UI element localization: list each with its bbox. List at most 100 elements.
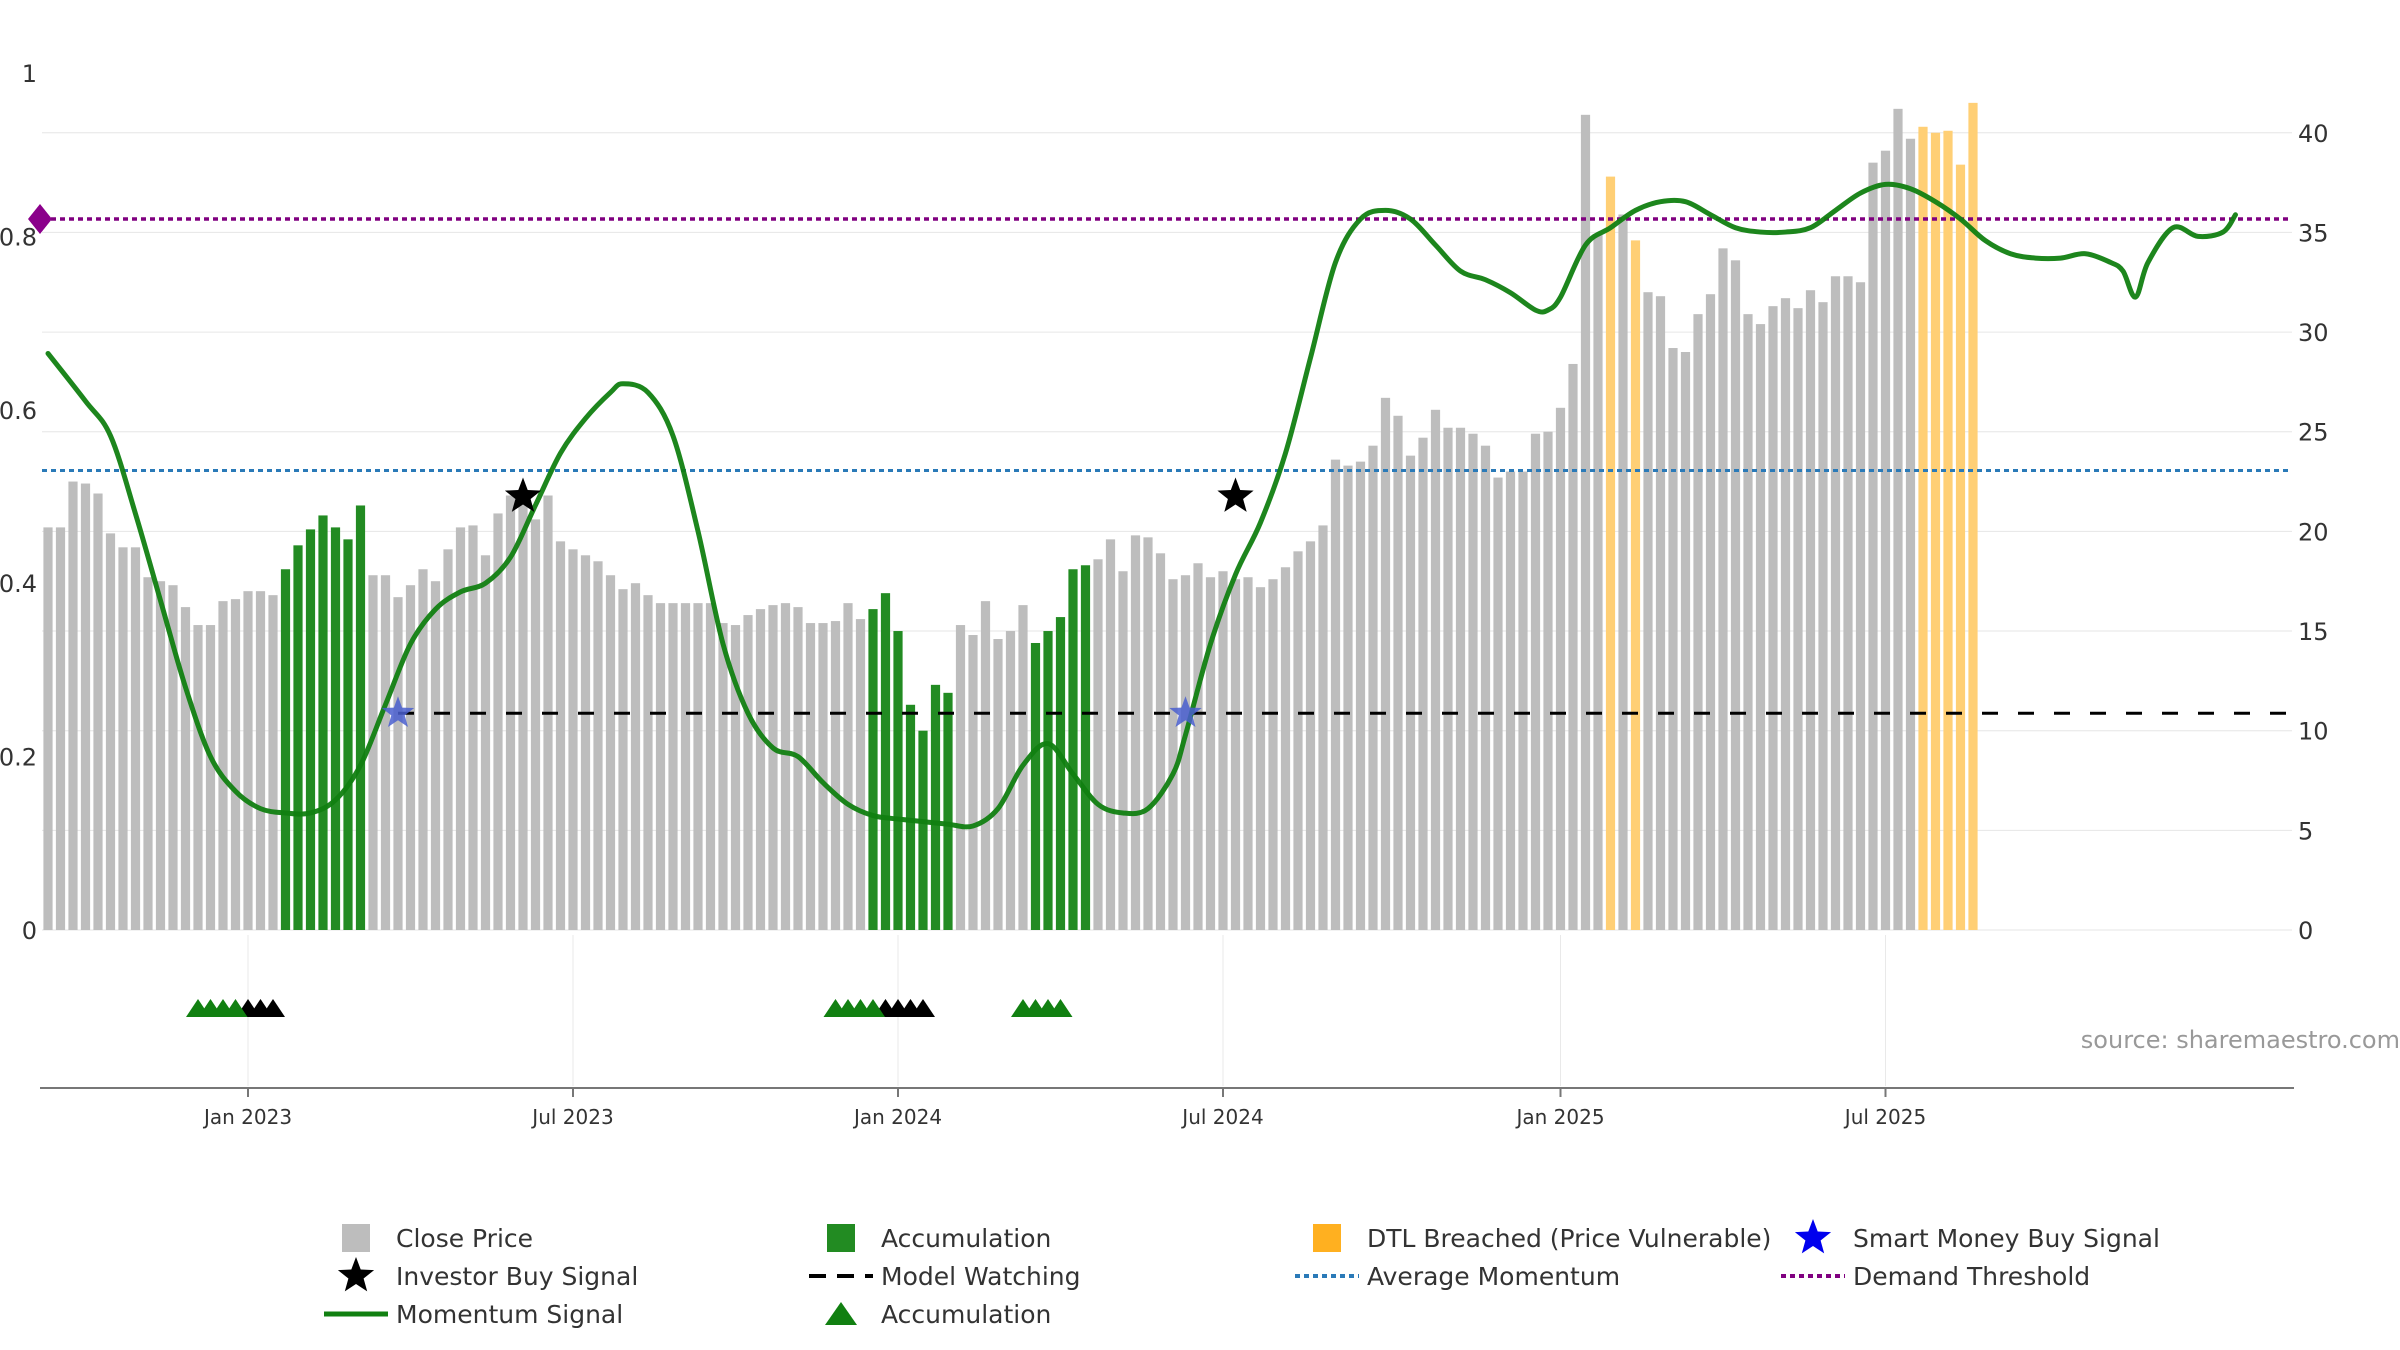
- price-bar: [493, 513, 503, 930]
- price-bar: [668, 603, 678, 930]
- momentum-signal-line: [45, 181, 2238, 830]
- dtl-breached-bar: [1605, 176, 1616, 930]
- price-bar: [380, 575, 391, 930]
- price-bar: [1818, 302, 1828, 930]
- left-axis-tick-label: 0.4: [0, 570, 37, 598]
- price-bar: [1655, 296, 1666, 930]
- right-axis-tick-label: 20: [2298, 518, 2329, 546]
- price-bar: [268, 595, 278, 930]
- legend-label: Accumulation: [881, 1300, 1051, 1329]
- price-bar: [1493, 477, 1503, 930]
- dtl-breached-bar: [1930, 132, 1941, 931]
- legend-label: Demand Threshold: [1853, 1262, 2090, 1291]
- left-axis-tick-label: 0.6: [0, 397, 37, 425]
- x-tick-label: Jul 2024: [1180, 1105, 1263, 1129]
- price-bar: [705, 603, 716, 930]
- dtl-breached-bar: [1955, 164, 1966, 931]
- price-bar: [1543, 431, 1553, 930]
- axes: Jan 2023 Jul 2023 Jan 2024 Jul 2024 Jan 2025…: [0, 60, 2329, 1129]
- price-bar: [1505, 471, 1516, 930]
- accumulation-bar: [943, 692, 953, 930]
- price-bar: [1905, 138, 1916, 931]
- price-bar: [118, 547, 128, 930]
- left-axis-tick-label: 0: [22, 917, 37, 945]
- price-bar: [1268, 579, 1278, 930]
- price-bar: [1693, 314, 1703, 930]
- price-bar: [818, 623, 828, 930]
- accumulation-bar: [343, 539, 353, 930]
- price-bar: [1843, 276, 1853, 930]
- price-bar: [1155, 553, 1166, 930]
- accumulation-triangle-green-icon: [223, 999, 248, 1017]
- price-bar: [793, 607, 803, 930]
- legend-label: Momentum Signal: [396, 1300, 623, 1329]
- price-bar: [1343, 465, 1353, 930]
- price-bar: [1280, 567, 1291, 930]
- legend-label: Investor Buy Signal: [396, 1262, 638, 1291]
- right-axis-tick-label: 40: [2298, 120, 2329, 148]
- price-bar: [1143, 537, 1153, 930]
- price-bar: [1668, 348, 1678, 930]
- x-tick-label: Jul 2025: [1843, 1105, 1926, 1129]
- accumulation-bar: [880, 593, 891, 930]
- investor-buy-star-icon: [1217, 477, 1254, 512]
- price-bar: [1180, 575, 1191, 930]
- price-bar: [518, 501, 528, 930]
- price-bar: [1393, 415, 1403, 930]
- price-bar: [1443, 427, 1453, 930]
- legend-star-icon: [1794, 1219, 1832, 1254]
- right-axis-tick-label: 35: [2298, 219, 2329, 247]
- price-bar: [1293, 551, 1303, 930]
- accumulation-bar: [1043, 631, 1053, 930]
- price-bar: [1418, 437, 1428, 930]
- accumulation-triangle-black-icon: [261, 999, 285, 1017]
- price-bar: [1480, 445, 1491, 930]
- price-bar: [630, 583, 641, 930]
- price-bar: [743, 615, 753, 930]
- price-bar: [255, 591, 266, 930]
- accumulation-triangle-green-icon: [861, 999, 885, 1017]
- price-bar: [968, 635, 978, 930]
- price-bar: [1118, 571, 1128, 930]
- legend-star-icon: [337, 1257, 375, 1292]
- price-bar: [143, 577, 153, 930]
- price-bars: [43, 102, 1978, 931]
- dtl-breached-bar: [1943, 130, 1953, 931]
- price-bar: [1580, 114, 1591, 931]
- price-bar: [1355, 461, 1366, 930]
- price-bar: [1005, 631, 1016, 930]
- price-bar: [1568, 363, 1578, 930]
- accumulation-bar: [905, 704, 916, 930]
- right-axis-tick-label: 10: [2298, 718, 2329, 746]
- price-bar: [80, 483, 91, 930]
- price-bar: [1168, 579, 1178, 930]
- left-axis-tick-label: 0.2: [0, 744, 37, 772]
- accumulation-bar: [305, 529, 316, 930]
- price-bar: [130, 547, 141, 930]
- price-bar: [1780, 298, 1791, 930]
- accumulation-bar: [1055, 617, 1066, 930]
- price-bar: [205, 625, 216, 930]
- price-bar: [1243, 577, 1253, 930]
- x-tick-label: Jan 2025: [1514, 1105, 1604, 1129]
- price-bar: [393, 597, 403, 930]
- price-bar: [1368, 445, 1378, 930]
- price-bar: [1805, 290, 1816, 930]
- right-axis-tick-label: 0: [2298, 917, 2313, 945]
- price-bar: [830, 621, 841, 930]
- price-bar: [555, 541, 566, 930]
- price-bar: [1718, 248, 1728, 930]
- price-bar: [755, 609, 766, 930]
- price-bar: [1705, 294, 1716, 930]
- x-tick-label: Jan 2023: [202, 1105, 292, 1129]
- price-bar: [93, 493, 103, 930]
- price-bar: [105, 533, 116, 930]
- price-bar: [593, 561, 603, 930]
- price-bar: [955, 625, 966, 930]
- x-tick-label: Jan 2024: [852, 1105, 942, 1129]
- price-bar: [1793, 308, 1803, 930]
- price-bar: [1205, 577, 1216, 930]
- accumulation-triangle-green-icon: [1048, 999, 1073, 1017]
- price-bar: [468, 525, 478, 930]
- investor-buy-star-icon: [504, 477, 542, 512]
